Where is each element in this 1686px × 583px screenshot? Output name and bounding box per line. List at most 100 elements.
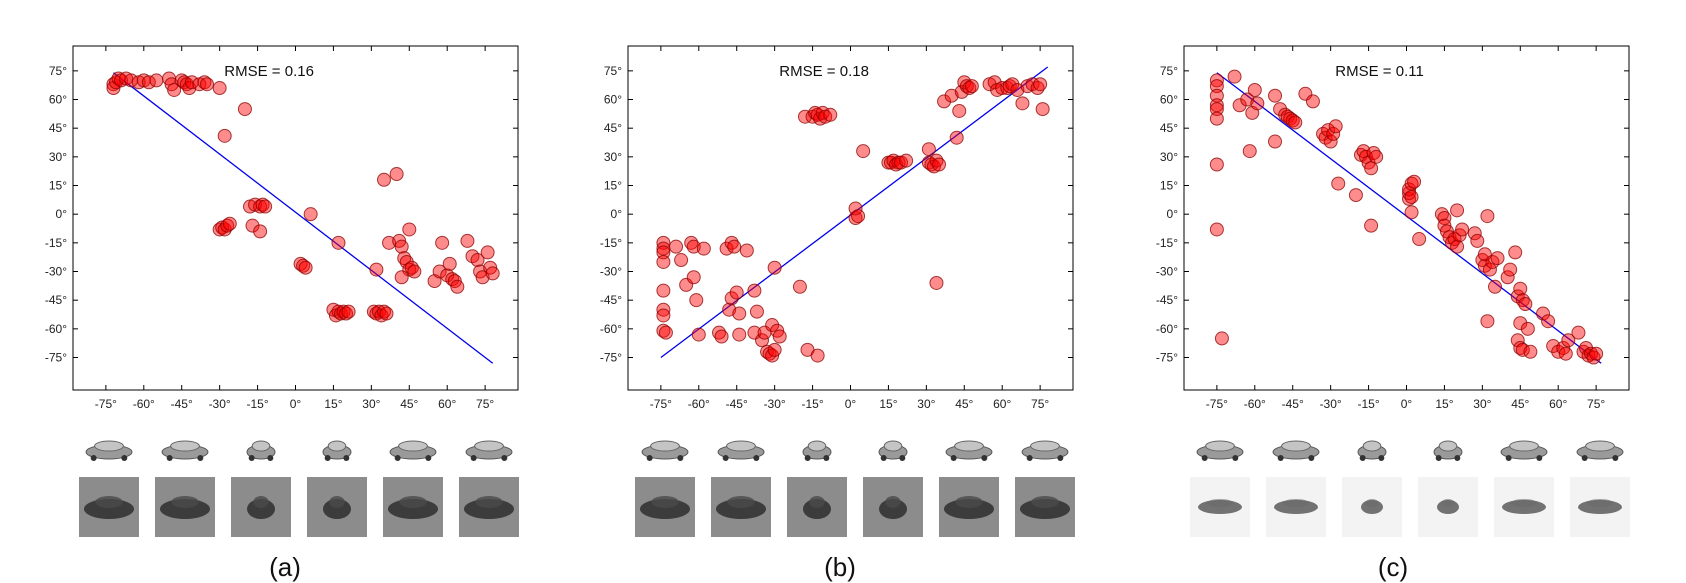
scatter-point xyxy=(848,211,863,225)
y-tick-label: 75° xyxy=(49,64,67,78)
y-tick-label: -15° xyxy=(45,236,67,250)
x-tick-label: 45° xyxy=(955,397,973,411)
scatter-point xyxy=(394,239,409,254)
car-render-icon xyxy=(717,440,765,461)
x-tick-label: 45° xyxy=(400,397,418,411)
thumbnail-strip-2 xyxy=(1190,440,1630,537)
chart-panel-2: -75° -60° -45° -30° -15° 0° 15° 30° 45° 60° 75° 75°… xyxy=(1156,45,1630,411)
scatter-point xyxy=(1209,222,1224,237)
y-tick-label: 15° xyxy=(604,179,622,193)
scatter-point xyxy=(237,102,252,117)
scatter-point xyxy=(1515,293,1530,308)
scatter-point xyxy=(987,75,1002,90)
scatter-point xyxy=(404,260,419,275)
x-tick-label: 15° xyxy=(324,397,342,411)
panel-caption: (a) xyxy=(269,552,301,582)
y-tick-label: 0° xyxy=(56,207,68,221)
scatter-point xyxy=(851,209,866,224)
generated-image-tile xyxy=(1266,477,1326,537)
car-render-icon xyxy=(1357,440,1387,461)
scatter-point xyxy=(691,327,706,342)
y-tick-label: 15° xyxy=(49,179,67,193)
y-tick-label: 45° xyxy=(604,121,622,135)
scatter-point xyxy=(450,279,465,294)
scatter-point xyxy=(952,103,967,118)
scatter-point xyxy=(149,73,164,88)
scatter-point xyxy=(1268,88,1283,103)
scatter-point xyxy=(1232,98,1247,113)
x-tick-label: -60° xyxy=(133,397,155,411)
scatter-point xyxy=(1520,321,1535,336)
plot-frame xyxy=(72,45,519,391)
y-tick-label: 60° xyxy=(1160,93,1178,107)
y-tick-label: 60° xyxy=(49,93,67,107)
x-tick-label: 0° xyxy=(290,397,302,411)
scatter-point xyxy=(394,270,409,285)
scatter-point xyxy=(298,260,313,275)
scatter-point xyxy=(656,308,671,323)
rmse-annotation: RMSE = 0.18 xyxy=(779,63,869,80)
y-tick-label: 60° xyxy=(604,93,622,107)
x-tick-label: 75° xyxy=(1031,397,1049,411)
scatter-point xyxy=(258,199,273,214)
scatter-point xyxy=(1407,174,1422,189)
scatter-point xyxy=(767,260,782,275)
x-tick-label: 30° xyxy=(1473,397,1491,411)
scatter-point xyxy=(714,329,729,344)
x-tick-label: 0° xyxy=(845,397,857,411)
y-tick-label: -75° xyxy=(1156,351,1178,365)
generated-image-tile xyxy=(863,477,923,537)
scatter-point xyxy=(1490,251,1505,266)
car-render-icon xyxy=(246,440,276,461)
thumbnail-strip-1 xyxy=(635,440,1075,537)
scatter-point xyxy=(1209,111,1224,126)
scatter-point xyxy=(1285,113,1300,128)
scatter-point xyxy=(1005,77,1020,92)
scatter-point xyxy=(696,241,711,256)
generated-image-tile xyxy=(1418,477,1478,537)
scatter-point xyxy=(253,199,268,214)
scatter-point xyxy=(1500,270,1515,285)
scatter-point xyxy=(823,107,838,122)
scatter-point xyxy=(749,304,764,319)
generated-image-tile xyxy=(383,477,443,537)
generated-image-tile xyxy=(1342,477,1402,537)
scatter-point xyxy=(1323,134,1338,149)
scatter-point xyxy=(1366,146,1381,161)
x-tick-label: -30° xyxy=(764,397,786,411)
scatter-point xyxy=(949,130,964,145)
scatter-point xyxy=(222,216,237,231)
scatter-point xyxy=(1331,176,1346,191)
x-tick-label: 30° xyxy=(917,397,935,411)
scatter-point xyxy=(1404,205,1419,220)
y-tick-label: 45° xyxy=(1160,121,1178,135)
scatter-point xyxy=(480,245,495,260)
scatter-point xyxy=(376,172,391,187)
scatter-point xyxy=(167,82,182,97)
chart-panel-1: -75° -60° -45° -30° -15° 0° 15° 30° 45° 60° 75° 75°… xyxy=(600,45,1074,411)
scatter-point xyxy=(772,329,787,344)
scatter-point xyxy=(1364,161,1379,176)
scatter-point xyxy=(1589,346,1604,361)
scatter-point xyxy=(336,304,351,319)
scatter-point xyxy=(1513,281,1528,296)
scatter-point xyxy=(1541,314,1556,329)
generated-image-tile xyxy=(1570,477,1630,537)
x-tick-label: 60° xyxy=(1549,397,1567,411)
scatter-point xyxy=(1503,262,1518,277)
scatter-point xyxy=(397,251,412,266)
scatter-point xyxy=(1288,115,1303,130)
y-tick-label: 30° xyxy=(604,150,622,164)
scatter-point xyxy=(1209,73,1224,88)
scatter-point xyxy=(1326,126,1341,141)
car-render-icon xyxy=(465,440,513,461)
y-tick-label: 45° xyxy=(49,121,67,135)
y-tick-label: 30° xyxy=(1160,150,1178,164)
scatter-point xyxy=(379,306,394,321)
scatter-point xyxy=(1250,96,1265,111)
car-render-icon xyxy=(1272,440,1320,461)
scatter-point xyxy=(1586,350,1601,365)
scatter-point xyxy=(656,302,671,317)
scatter-point xyxy=(177,75,192,90)
panel-caption: (b) xyxy=(824,552,856,582)
